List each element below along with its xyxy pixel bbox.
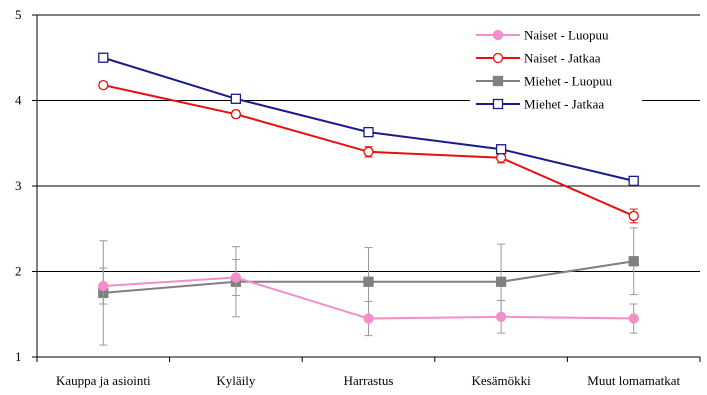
legend-swatch-marker	[492, 52, 504, 64]
y-tick-label: 2	[15, 264, 22, 279]
y-tick-label: 4	[15, 93, 22, 108]
data-point	[363, 276, 374, 287]
legend-entry: Miehet - Luopuu	[524, 74, 613, 89]
data-point	[628, 210, 639, 222]
data-point	[495, 276, 507, 287]
legend-entry: Miehet - Jatkaa	[524, 97, 604, 112]
legend-swatch-marker	[492, 75, 504, 87]
data-point	[495, 311, 507, 322]
y-tick-label: 5	[15, 7, 22, 22]
x-tick-label: Kesämökki	[471, 373, 531, 388]
x-tick-label: Kauppa ja asiointi	[56, 373, 151, 388]
axes: 1 2 3 4 5 Kauppa ja asiointi Kyläily Harrastus K…	[15, 7, 701, 388]
series-naiset-jatkaa	[98, 79, 639, 224]
data-point	[98, 79, 109, 91]
data-point	[230, 109, 242, 120]
series-group	[98, 52, 639, 346]
data-point	[628, 313, 639, 324]
data-point	[628, 175, 639, 187]
data-point	[363, 313, 374, 324]
data-point	[230, 93, 242, 104]
data-point	[230, 272, 242, 283]
data-point	[363, 146, 374, 157]
legend-swatch-marker	[492, 98, 504, 110]
legend-swatch-marker	[492, 29, 504, 41]
data-point	[98, 280, 109, 292]
x-tick-label: Harrastus	[344, 373, 394, 388]
series-miehet-jatkaa	[98, 52, 639, 187]
data-point	[98, 52, 109, 63]
data-point	[495, 144, 507, 155]
legend: Naiset - Luopuu Naiset - Jatkaa Miehet - L…	[470, 22, 642, 118]
data-point	[363, 126, 374, 138]
legend-entry: Naiset - Luopuu	[524, 28, 609, 43]
y-tick-label: 1	[15, 349, 22, 364]
series-naiset-luopuu	[98, 259, 639, 337]
x-tick-label: Kyläily	[216, 373, 255, 388]
x-tick-label: Muut lomamatkat	[587, 373, 680, 388]
data-point	[628, 256, 639, 267]
legend-entry: Naiset - Jatkaa	[524, 51, 601, 66]
y-tick-label: 3	[15, 178, 22, 193]
data-point	[495, 152, 507, 163]
